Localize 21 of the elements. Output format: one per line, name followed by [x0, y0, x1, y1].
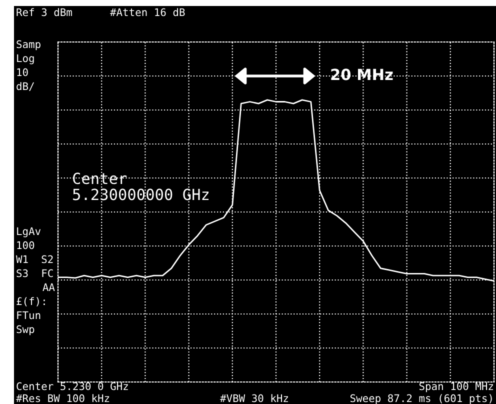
text: 100 [17, 241, 34, 250]
text: Samp [16, 40, 40, 50]
text: #Atten 16 dB [110, 8, 185, 16]
text: LgAv [17, 227, 41, 238]
text: 20 MHz [331, 68, 393, 80]
text: Center 5.230 0 GHz [16, 382, 128, 390]
text: #Res BW 100 kHz [16, 394, 110, 402]
text: dB/ [16, 82, 34, 91]
text: Ref 3 dBm [16, 8, 72, 16]
annotation: Center 5.230000000 GHz [73, 172, 209, 200]
text: Sweep 87.2 ms (601 pts) [350, 394, 492, 404]
text: Swp [16, 325, 34, 336]
text: Span 100 MHz [419, 382, 494, 392]
text: S3 FC [16, 269, 53, 278]
text: 10 [17, 68, 28, 76]
text: Log [17, 54, 34, 64]
text: FTun [17, 311, 40, 320]
text: #VBW 30 kHz [220, 394, 288, 402]
text: W1 S2 [16, 255, 53, 264]
text: AA [42, 283, 55, 291]
text: £(f): [16, 297, 45, 306]
